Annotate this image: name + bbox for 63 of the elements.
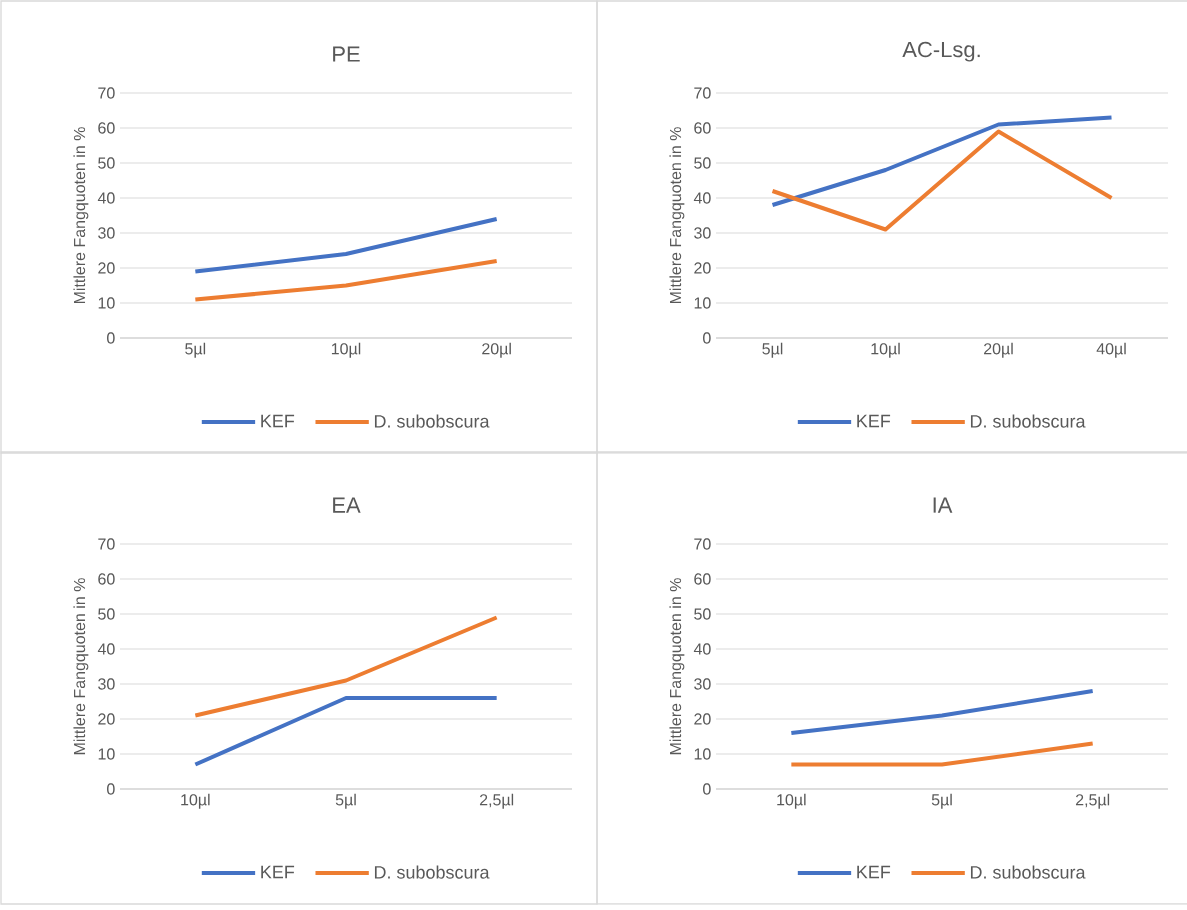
y-tick-label: 50	[694, 608, 711, 620]
y-tick-label: 50	[694, 157, 711, 169]
y-tick-label: 70	[694, 87, 711, 99]
y-tick-label: 40	[693, 192, 711, 204]
chart-title: PE	[333, 46, 360, 62]
y-tick-label: 60	[98, 122, 115, 134]
y-axis-title: Mittlere Fangquoten in %	[73, 127, 89, 304]
y-tick-label: 10	[98, 748, 115, 760]
y-tick-label: 60	[694, 122, 711, 134]
chart-title: IA	[933, 497, 953, 513]
y-tick-label: 0	[107, 783, 115, 795]
y-tick-label: 40	[97, 643, 115, 655]
legend-label: KEF	[261, 865, 295, 879]
line-series	[770, 115, 1114, 207]
y-tick-label: 40	[97, 192, 115, 204]
x-tick-label: 5µl	[335, 793, 356, 809]
legend-label: KEF	[261, 414, 295, 428]
y-tick-label: 30	[694, 678, 711, 690]
y-tick-label: 30	[694, 227, 711, 239]
y-tick-label: 50	[98, 157, 115, 169]
y-tick-label: 40	[693, 643, 711, 655]
x-tick-label: 2,5µl	[479, 793, 514, 809]
x-tick-label: 20µl	[984, 342, 1013, 358]
y-tick-label: 0	[703, 332, 711, 344]
chart-title: AC-Lsg.	[902, 41, 980, 62]
y-axis-title: Mittlere Fangquoten in %	[73, 578, 89, 755]
y-tick-label: 70	[98, 538, 115, 550]
y-tick-label: 20	[694, 713, 711, 725]
line-series	[770, 129, 1114, 232]
y-tick-label: 10	[98, 297, 115, 309]
legend-label: D. subobscura	[374, 414, 490, 428]
x-tick-label: 10µl	[777, 793, 806, 809]
x-tick-label: 40µl	[1096, 342, 1126, 358]
legend-label: D. subobscura	[374, 865, 490, 879]
x-tick-label: 2,5µl	[1075, 793, 1110, 809]
x-tick-label: 10µl	[331, 342, 361, 358]
y-tick-label: 20	[694, 262, 711, 274]
y-tick-label: 30	[98, 678, 115, 690]
y-tick-label: 60	[98, 573, 115, 585]
x-tick-label: 5µl	[762, 342, 783, 358]
y-tick-label: 10	[694, 297, 711, 309]
y-tick-label: 30	[98, 227, 115, 239]
x-tick-label: 20µl	[482, 342, 511, 358]
y-tick-label: 70	[694, 538, 711, 550]
legend-label: KEF	[857, 865, 891, 879]
x-tick-label: 10µl	[871, 342, 900, 358]
x-tick-label: 10µl	[181, 793, 210, 809]
y-tick-label: 20	[98, 262, 115, 274]
x-tick-label: 5µl	[185, 342, 206, 358]
y-tick-label: 10	[694, 748, 711, 760]
y-tick-label: 60	[694, 573, 711, 585]
y-tick-label: 0	[107, 332, 115, 344]
y-axis-title: Mittlere Fangquoten in %	[669, 578, 685, 755]
x-tick-label: 5µl	[931, 793, 952, 809]
legend-label: D. subobscura	[970, 414, 1086, 428]
chart-title: EA	[333, 497, 361, 513]
y-tick-label: 0	[703, 783, 711, 795]
y-axis-title: Mittlere Fangquoten in %	[669, 127, 685, 304]
legend-label: KEF	[857, 414, 891, 428]
y-tick-label: 50	[98, 608, 115, 620]
y-tick-label: 70	[98, 87, 115, 99]
y-tick-label: 20	[98, 713, 115, 725]
legend-label: D. subobscura	[970, 865, 1086, 879]
